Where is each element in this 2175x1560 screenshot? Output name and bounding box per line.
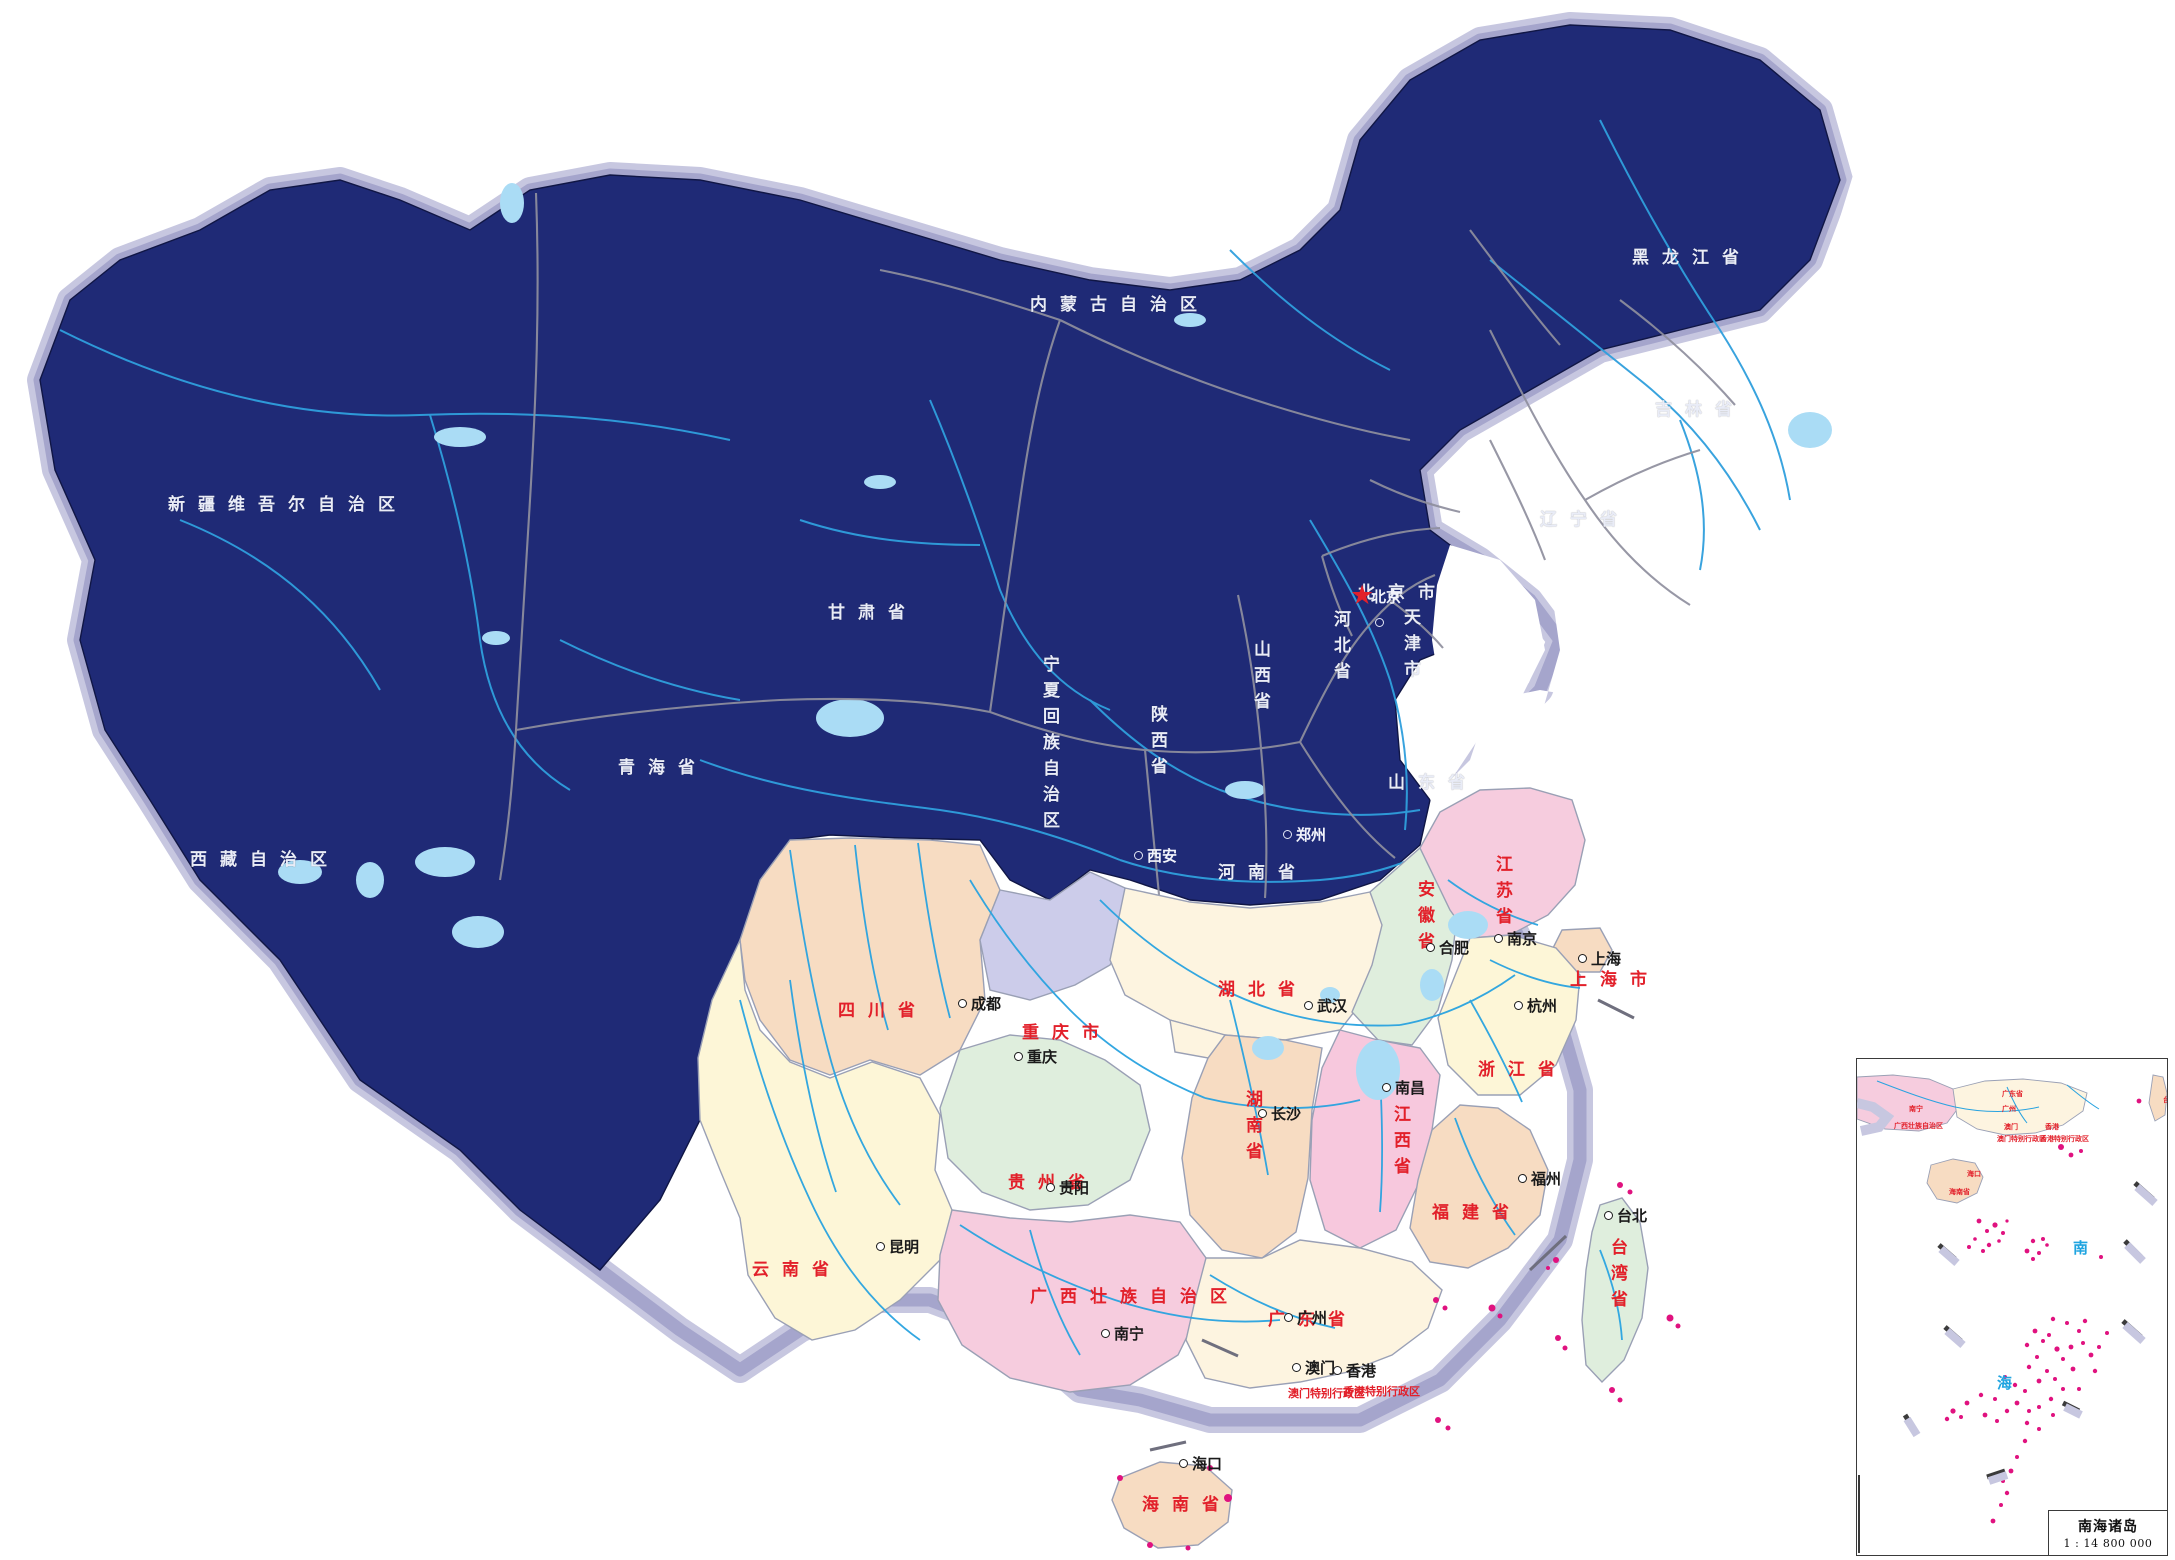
province-guangxi: [937, 1209, 1207, 1393]
province-guizhou: [939, 1034, 1151, 1211]
inset-title: 南海诸岛: [2078, 1519, 2138, 1535]
lakes-dark: [278, 183, 1832, 948]
province-chongqing: [979, 871, 1131, 1001]
nine-dash-line: [1902, 1181, 2158, 1485]
south-islands: [1117, 1182, 1681, 1551]
south-china-sea-inset: 南宁广西壮族自治区广州广东省澳门香港澳门特别行政区香港特别行政区海口海南省台湾省…: [1856, 1058, 2168, 1556]
rivers-dark: [59, 119, 1791, 883]
inset-guangdong: [1952, 1078, 2088, 1136]
inset-rivers: [1876, 1080, 2100, 1124]
inset-map-canvas: [1857, 1059, 2167, 1555]
province-zhejiang: [1437, 934, 1581, 1096]
inset-taiwan: [2148, 1074, 2167, 1122]
light-provinces-group: [697, 787, 1649, 1549]
province-yunnan: [697, 937, 953, 1341]
province-guangdong: [1185, 1239, 1443, 1389]
inset-legend: 南海诸岛 1 : 14 800 000: [2048, 1510, 2167, 1555]
bohai-bay: [1432, 545, 1545, 720]
boundary-dashes: [1149, 998, 1635, 1452]
rivers-light: [739, 842, 1623, 1356]
inset-scale: 1 : 14 800 000: [2063, 1537, 2153, 1550]
province-borders-dark: [498, 192, 1736, 906]
province-fujian: [1409, 1104, 1549, 1269]
province-fill-gap: [1169, 1019, 1227, 1059]
inset-island-clusters: [1944, 1098, 2142, 1524]
province-taiwan: [1581, 1197, 1649, 1384]
inset-coast-halo: [1857, 1098, 1895, 1136]
inset-hainan: [1926, 1158, 1984, 1204]
